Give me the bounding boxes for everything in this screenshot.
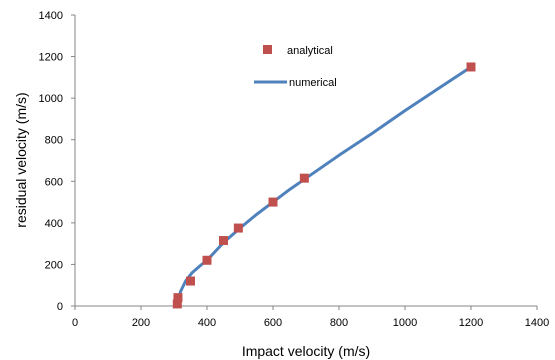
analytical-data-point: [299, 173, 309, 183]
x-tick-labels: 0 200 400 600 800 1000 1200 1400: [72, 306, 549, 329]
x-tick-label: 0: [72, 317, 78, 329]
axes: [74, 15, 537, 307]
y-tick-label: 400: [45, 218, 63, 230]
y-tick-label: 200: [45, 259, 63, 271]
analytical-data-point: [172, 299, 182, 309]
analytical-data-point: [268, 197, 278, 207]
y-tick-labels: 0 200 400 600 800 1000 1200 1400: [39, 10, 75, 313]
y-axis-title: residual velocity (m/s): [13, 92, 29, 227]
x-tick-label: 1400: [525, 317, 549, 329]
x-tick-label: 800: [330, 317, 348, 329]
legend-label-analytical: analytical: [287, 45, 333, 57]
x-tick-label: 200: [132, 317, 150, 329]
analytical-data-point: [219, 236, 228, 246]
legend: analytical numerical: [254, 45, 337, 89]
y-tick-label: 1400: [39, 10, 63, 22]
plot-area: [172, 62, 476, 309]
x-tick-label: 600: [264, 317, 282, 329]
y-tick-label: 800: [45, 135, 63, 147]
x-tick-label: 1200: [459, 317, 483, 329]
analytical-data-point: [186, 276, 195, 286]
analytical-data-point: [233, 223, 243, 233]
x-tick-label: 400: [198, 317, 216, 329]
analytical-data-point: [466, 62, 476, 72]
analytical-data-point: [202, 255, 212, 265]
analytical-data-point: [173, 293, 183, 303]
x-tick-label: 1000: [393, 317, 417, 329]
y-tick-label: 1000: [39, 93, 63, 105]
legend-label-numerical: numerical: [289, 77, 337, 89]
y-tick-label: 1200: [39, 52, 63, 64]
legend-marker-analytical: [263, 45, 272, 54]
y-tick-label: 600: [45, 176, 63, 188]
numerical-series-line: [175, 65, 472, 307]
y-tick-label: 0: [57, 301, 63, 313]
x-axis-title: Impact velocity (m/s): [242, 343, 370, 359]
